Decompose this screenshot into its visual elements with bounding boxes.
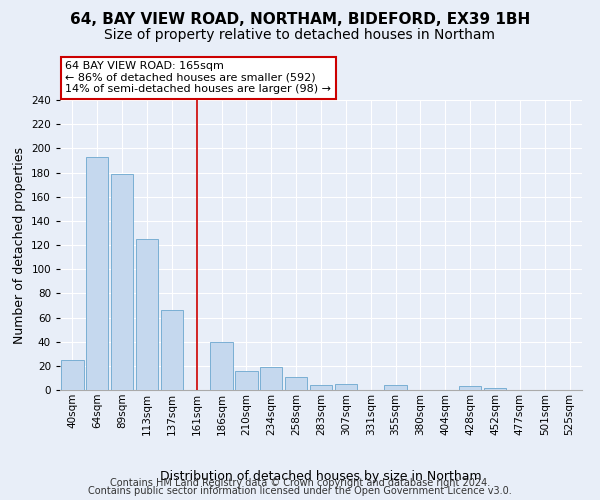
Text: 64 BAY VIEW ROAD: 165sqm
← 86% of detached houses are smaller (592)
14% of semi-: 64 BAY VIEW ROAD: 165sqm ← 86% of detach… <box>65 61 331 94</box>
Text: Contains HM Land Registry data © Crown copyright and database right 2024.: Contains HM Land Registry data © Crown c… <box>110 478 490 488</box>
Bar <box>484 388 506 390</box>
Text: Size of property relative to detached houses in Northam: Size of property relative to detached ho… <box>104 28 496 42</box>
Bar <box>211 342 233 390</box>
Bar <box>335 384 357 390</box>
Bar <box>61 360 83 390</box>
Bar <box>459 386 481 390</box>
Bar <box>136 239 158 390</box>
Bar <box>310 385 332 390</box>
Y-axis label: Number of detached properties: Number of detached properties <box>13 146 26 344</box>
Bar <box>385 385 407 390</box>
Bar <box>285 376 307 390</box>
Text: 64, BAY VIEW ROAD, NORTHAM, BIDEFORD, EX39 1BH: 64, BAY VIEW ROAD, NORTHAM, BIDEFORD, EX… <box>70 12 530 28</box>
Bar <box>111 174 133 390</box>
X-axis label: Distribution of detached houses by size in Northam: Distribution of detached houses by size … <box>160 470 482 482</box>
Bar <box>260 367 283 390</box>
Bar <box>161 310 183 390</box>
Bar <box>86 157 109 390</box>
Bar <box>235 370 257 390</box>
Text: Contains public sector information licensed under the Open Government Licence v3: Contains public sector information licen… <box>88 486 512 496</box>
